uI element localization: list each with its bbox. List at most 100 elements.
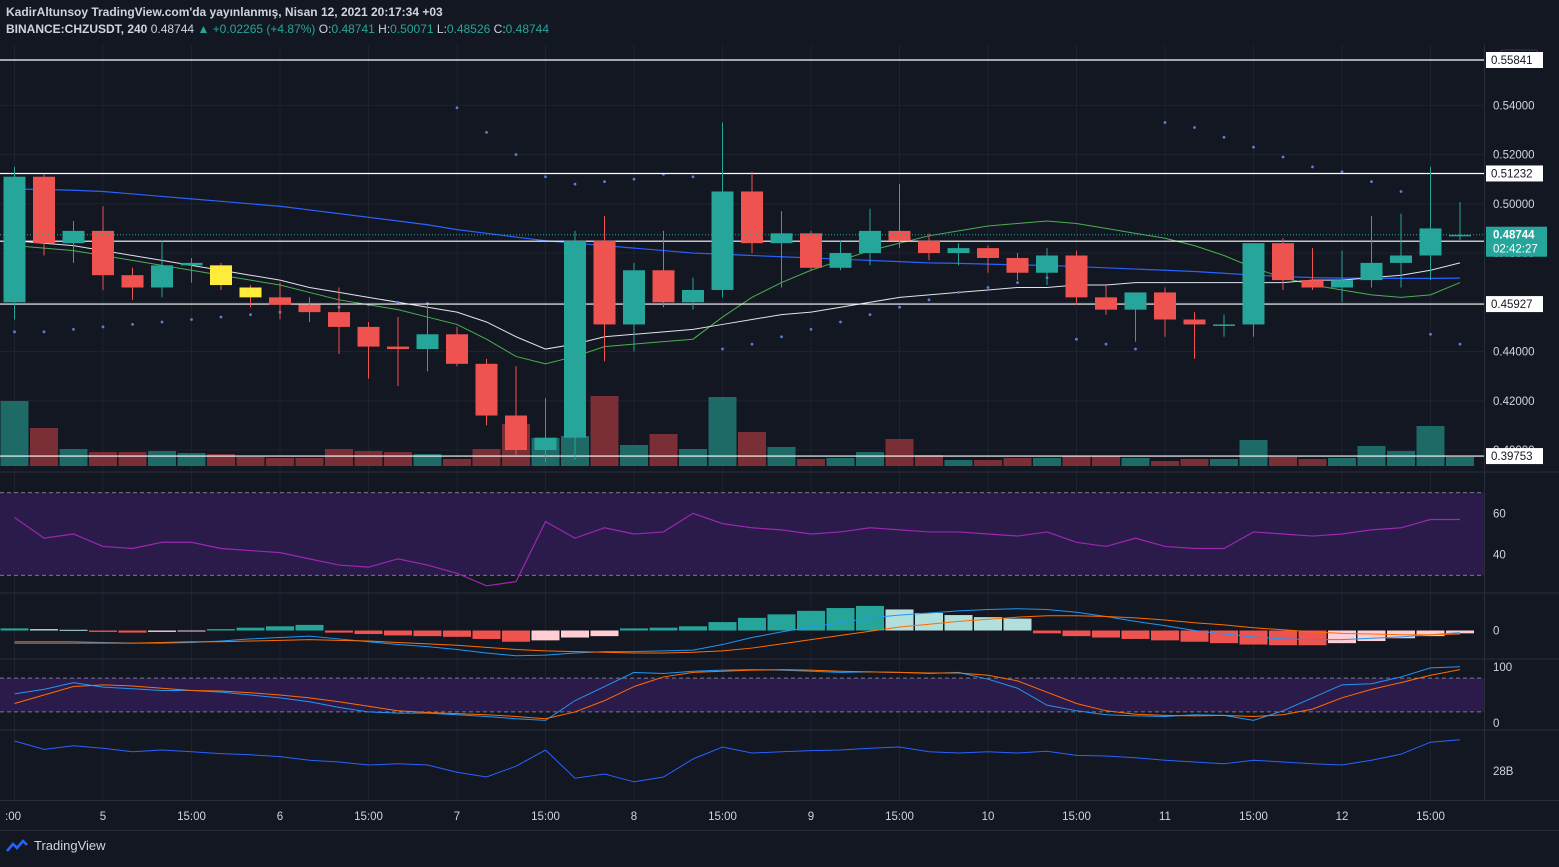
volume-bar xyxy=(885,439,914,466)
volume-bar xyxy=(590,396,619,466)
open-value: 0.48741 xyxy=(331,22,375,36)
macd-histogram-bar xyxy=(1092,630,1120,638)
macd-histogram-bar xyxy=(236,627,265,631)
time-tick-label: 6 xyxy=(277,811,283,823)
psar-dot xyxy=(573,182,577,186)
macd-histogram-bar xyxy=(1180,630,1209,642)
chart-header: KadirAltunsoy TradingView.com'da yayınla… xyxy=(6,4,549,38)
macd-histogram-bar xyxy=(118,630,147,633)
candle-body xyxy=(446,334,468,364)
psar-dot xyxy=(927,298,931,302)
volume-bar xyxy=(1446,457,1474,466)
psar-dot xyxy=(396,300,400,304)
macd-histogram-bar xyxy=(797,610,825,631)
symbol-name[interactable]: BINANCE:CHZUSDT, 240 xyxy=(6,22,148,36)
candle-body xyxy=(711,191,734,290)
psar-dot xyxy=(72,327,75,331)
volume-bar xyxy=(974,460,1002,466)
volume-bar xyxy=(649,434,678,466)
candle-body xyxy=(1095,297,1117,310)
candle-body xyxy=(1301,280,1324,288)
psar-dot xyxy=(721,347,724,351)
volume-bar xyxy=(1033,458,1061,466)
low-value: 0.48526 xyxy=(446,22,491,36)
volume-bar xyxy=(295,458,324,466)
open-label: O: xyxy=(318,22,332,36)
rsi-line xyxy=(14,512,1460,587)
candle-body xyxy=(1449,234,1471,237)
macd-histogram-bar xyxy=(1062,630,1091,637)
macd-tick-label: 0 xyxy=(1493,626,1499,638)
tradingview-footer[interactable]: TradingView xyxy=(6,838,106,853)
psar-dot xyxy=(1163,121,1167,124)
candle-body xyxy=(33,176,55,244)
level-price-label: 0.51232 xyxy=(1491,168,1533,180)
candle-body xyxy=(121,275,144,288)
candle-body xyxy=(475,363,498,416)
macd-histogram-bar xyxy=(0,628,29,631)
time-tick-label: 15:00 xyxy=(885,811,914,823)
volume-bar xyxy=(0,401,29,466)
macd-histogram-bar xyxy=(738,617,766,631)
volume-bar xyxy=(856,452,884,466)
price-tick-label: 0.44000 xyxy=(1493,347,1535,359)
rsi-tick-label: 60 xyxy=(1493,508,1506,520)
macd-histogram-bar xyxy=(413,630,442,637)
current-price-tag xyxy=(1486,226,1547,257)
up-triangle-icon: ▲ xyxy=(197,22,210,36)
psar-dot xyxy=(544,175,547,179)
price-change: +0.02265 (+4.87%) xyxy=(212,22,316,36)
macd-histogram-bar xyxy=(502,630,530,642)
stoch-tick-label: 100 xyxy=(1493,662,1512,674)
level-price-label: 0.45927 xyxy=(1491,299,1533,311)
volume-bar xyxy=(738,432,766,466)
psar-dot xyxy=(1016,281,1019,284)
psar-dot xyxy=(1429,332,1432,336)
macd-histogram-bar xyxy=(1416,630,1445,637)
macd-histogram-bar xyxy=(974,617,1002,631)
macd-histogram-bar xyxy=(148,630,176,632)
candle-body xyxy=(859,230,881,254)
candle-body xyxy=(918,240,940,254)
macd-histogram-bar xyxy=(1033,630,1061,634)
psar-dot xyxy=(42,330,46,334)
macd-histogram-bar xyxy=(177,630,206,632)
volume-bar xyxy=(266,458,294,466)
candle-body xyxy=(682,289,704,303)
macd-histogram-bar xyxy=(826,608,855,631)
macd-histogram-bar xyxy=(266,626,294,631)
level-price-tag xyxy=(1486,448,1543,465)
candle-body xyxy=(1272,243,1294,281)
volume-bar xyxy=(413,454,442,466)
tradingview-brand: TradingView xyxy=(34,838,106,853)
candle-body xyxy=(269,297,291,305)
psar-dot xyxy=(868,313,872,316)
candle-body xyxy=(357,326,380,347)
psar-dot xyxy=(455,106,459,110)
psar-dot xyxy=(1399,190,1403,193)
volume-bar xyxy=(797,459,825,466)
candle-body xyxy=(1036,255,1058,273)
volume-bar xyxy=(1210,459,1238,466)
high-value: 0.50071 xyxy=(390,22,434,36)
candle-body xyxy=(1390,255,1412,263)
time-tick-label: 9 xyxy=(808,811,814,823)
candle-body xyxy=(1065,255,1088,298)
volume-bar xyxy=(1239,440,1268,466)
psar-dot xyxy=(750,342,754,346)
macd-histogram-bar xyxy=(384,630,412,636)
psar-dot xyxy=(13,330,16,334)
macd-histogram-bar xyxy=(1298,630,1327,646)
price-tick-label: 0.52000 xyxy=(1493,150,1535,162)
rsi-tick-label: 40 xyxy=(1493,550,1506,562)
candle-body xyxy=(534,437,557,450)
sma-green-line xyxy=(14,220,1461,365)
psar-dot xyxy=(603,180,606,184)
time-tick-label: 11 xyxy=(1159,811,1171,823)
candle-body xyxy=(62,230,85,244)
candle-body xyxy=(151,265,173,288)
volume-bar xyxy=(1062,456,1091,466)
macd-histogram-bar xyxy=(1239,630,1268,645)
price-tick-label: 0.54000 xyxy=(1493,100,1535,112)
